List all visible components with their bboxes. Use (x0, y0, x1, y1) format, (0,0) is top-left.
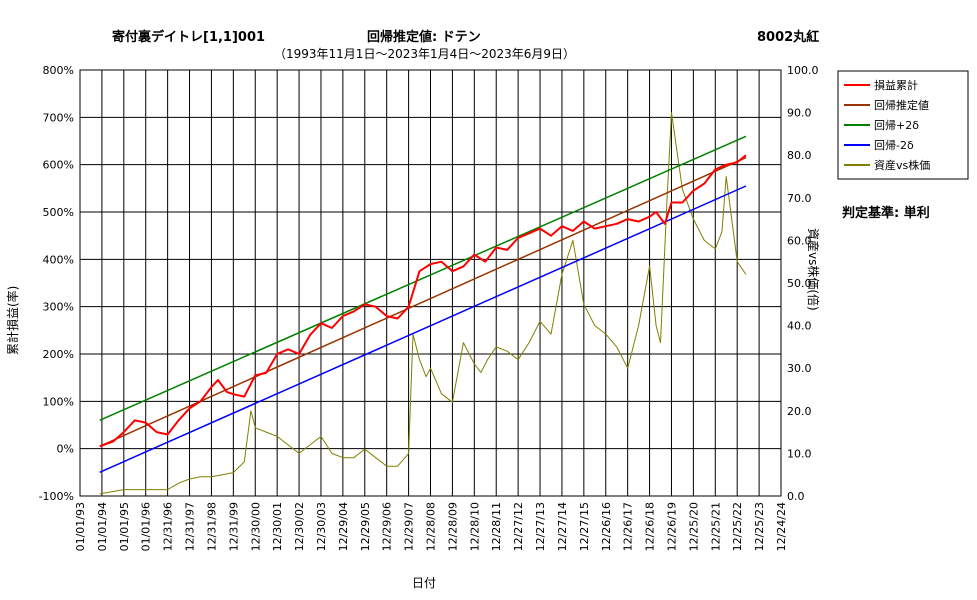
x-tick-label: 12/27/15 (578, 502, 591, 551)
x-tick-label: 12/27/13 (534, 502, 547, 551)
y-left-tick-label: 800% (43, 64, 74, 77)
y-left-tick-label: -100% (39, 490, 74, 503)
y-right-tick-label: 10.0 (787, 447, 812, 460)
series-line-1 (99, 154, 747, 448)
y-right-tick-label: 70.0 (787, 192, 812, 205)
y-right-tick-label: 40.0 (787, 320, 812, 333)
x-tick-label: 12/30/01 (271, 502, 284, 551)
y-left-tick-label: 300% (43, 301, 74, 314)
x-tick-label: 01/01/95 (118, 502, 131, 551)
x-tick-label: 12/31/98 (205, 502, 218, 551)
chart-subtitle-period: （1993年11月1日〜2023年1月4日〜2023年6月9日） (274, 47, 576, 61)
x-tick-label: 12/29/06 (381, 502, 394, 551)
x-tick-label: 12/24/24 (775, 502, 788, 551)
chart-title-method: 回帰推定値: ドテン (367, 30, 481, 45)
x-tick-label: 12/26/16 (600, 502, 613, 551)
x-tick-label: 12/26/19 (665, 502, 678, 551)
y-left-tick-label: 400% (43, 253, 74, 266)
x-tick-label: 12/30/02 (293, 502, 306, 551)
x-tick-label: 12/28/10 (468, 502, 481, 551)
x-tick-label: 12/28/09 (446, 502, 459, 551)
x-tick-label: 12/31/96 (162, 502, 175, 551)
x-tick-label: 12/31/97 (184, 502, 197, 551)
y-left-tick-label: 500% (43, 206, 74, 219)
series-line-3 (99, 135, 747, 421)
criteria-label: 判定基準: 単利 (842, 206, 930, 221)
x-tick-label: 12/25/21 (709, 502, 722, 551)
series-line-4 (99, 185, 747, 473)
x-tick-label: 12/25/20 (687, 502, 700, 551)
x-tick-label: 12/30/00 (249, 502, 262, 551)
y-right-tick-label: 60.0 (787, 234, 812, 247)
x-tick-label: 12/29/07 (403, 502, 416, 551)
x-tick-label: 12/29/05 (359, 502, 372, 551)
legend-label: 回帰推定値 (874, 98, 929, 112)
chart-title-left: 寄付裏デイトレ[1,1]001 (112, 30, 266, 45)
x-tick-label: 01/01/94 (96, 502, 109, 551)
y-right-tick-label: 90.0 (787, 107, 812, 120)
x-tick-label: 12/27/14 (556, 502, 569, 551)
chart-title-ticker: 8002丸紅 (757, 30, 820, 45)
x-tick-label: 01/01/96 (140, 502, 153, 551)
y-left-tick-label: 200% (43, 348, 74, 361)
legend-label: 回帰-2δ (874, 139, 914, 152)
x-tick-label: 12/28/11 (490, 502, 503, 551)
x-axis-label: 日付 (412, 576, 437, 590)
y-left-tick-label: 100% (43, 395, 74, 408)
x-tick-label: 12/30/03 (315, 502, 328, 551)
legend-label: 損益累計 (874, 78, 918, 92)
y-right-tick-label: 30.0 (787, 362, 812, 375)
y-right-tick-label: 80.0 (787, 149, 812, 162)
x-tick-label: 12/31/99 (227, 502, 240, 551)
series-line-2 (99, 156, 747, 447)
y-right-tick-label: 20.0 (787, 405, 812, 418)
legend-label: 資産vs株価 (874, 158, 930, 172)
x-tick-label: 12/27/12 (512, 502, 525, 551)
y-left-tick-label: 0% (57, 443, 74, 456)
x-tick-label: 12/29/04 (337, 502, 350, 551)
y-left-tick-label: 700% (43, 111, 74, 124)
y-right-tick-label: 50.0 (787, 277, 812, 290)
y-left-tick-label: 600% (43, 159, 74, 172)
x-tick-label: 12/25/22 (731, 502, 744, 551)
x-tick-label: 12/25/23 (753, 502, 766, 551)
series-line-5 (99, 112, 747, 495)
x-tick-label: 12/26/18 (644, 502, 657, 551)
x-tick-label: 12/28/08 (425, 502, 438, 551)
x-tick-label: 12/26/17 (622, 502, 635, 551)
legend-label: 回帰+2δ (874, 119, 919, 132)
x-tick-label: 01/01/93 (74, 502, 87, 551)
y-right-tick-label: 100.0 (787, 64, 819, 77)
y-right-tick-label: 0.0 (787, 490, 805, 503)
